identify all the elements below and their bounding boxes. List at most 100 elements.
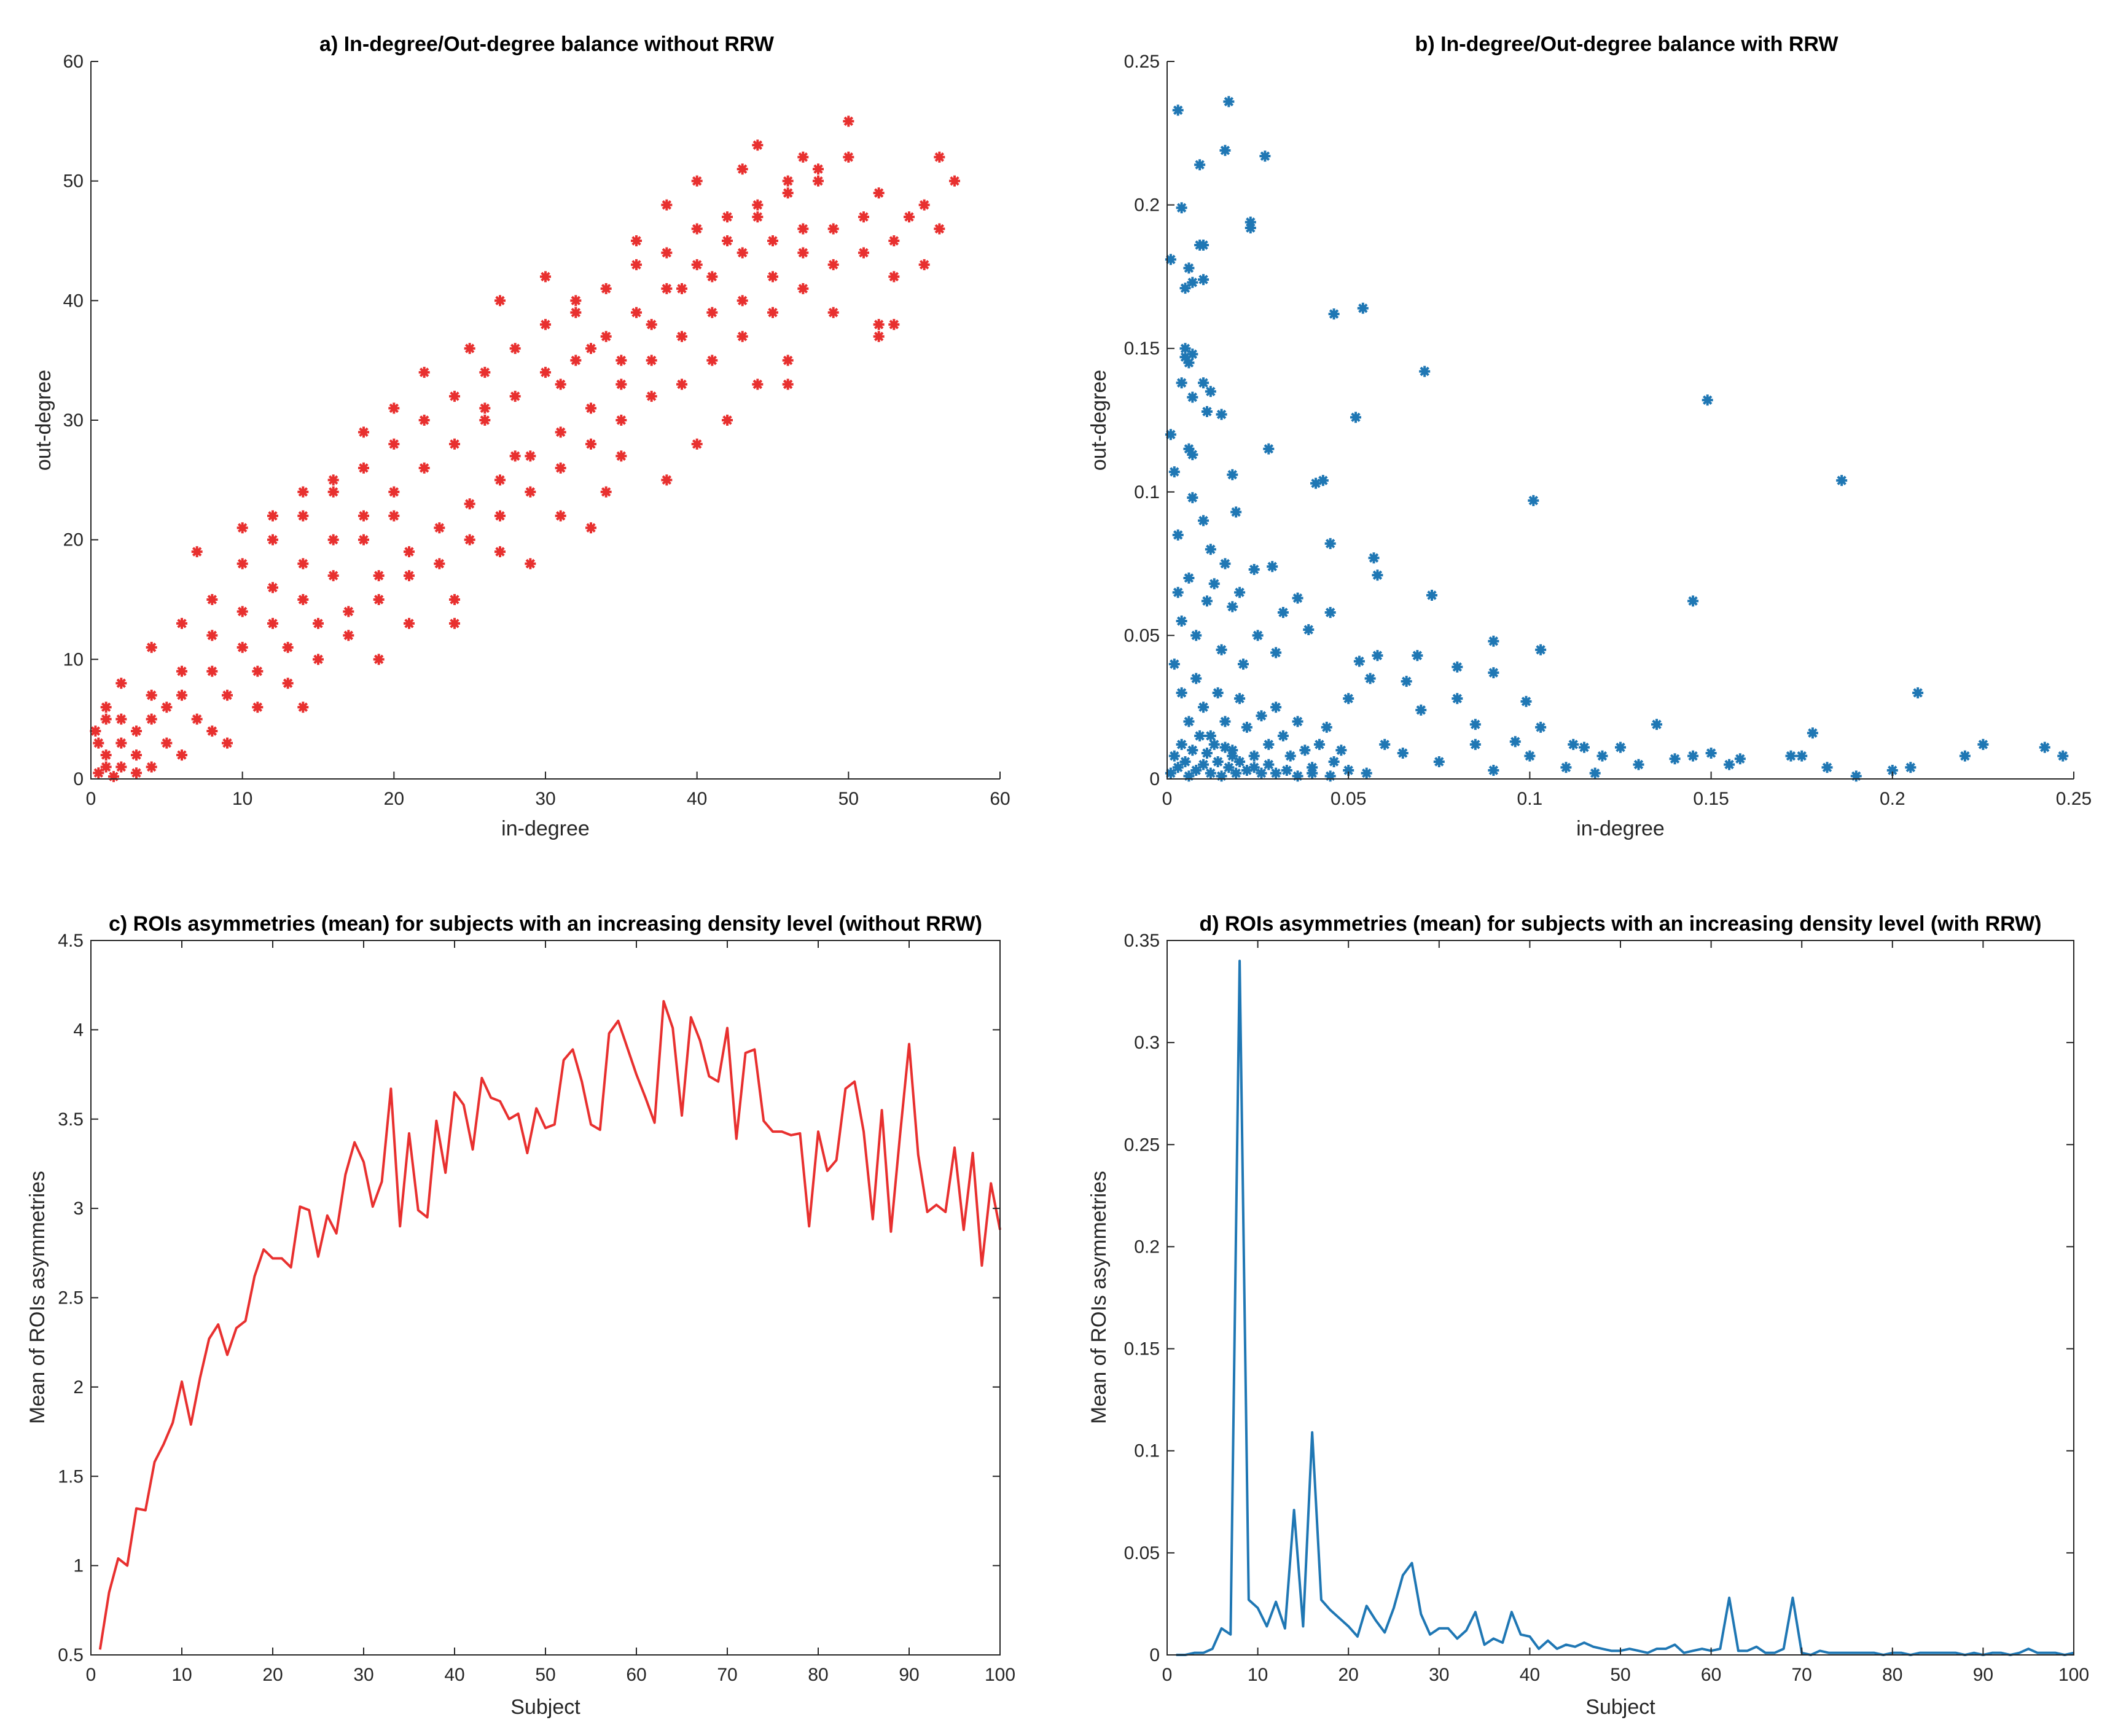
scatter-point (100, 713, 112, 725)
scatter-point (327, 474, 339, 486)
scatter-point (206, 665, 218, 677)
x-tick-label: 30 (1429, 1665, 1449, 1685)
y-tick-label: 0 (1149, 769, 1160, 789)
scatter-point (615, 415, 627, 426)
scatter-point (1277, 730, 1289, 741)
scatter-point (1198, 515, 1209, 526)
scatter-point (358, 510, 369, 522)
scatter-point (1836, 475, 1848, 487)
x-tick-label: 50 (535, 1665, 555, 1685)
scatter-point (843, 151, 854, 163)
scatter-point (373, 594, 385, 605)
scatter-point (706, 354, 718, 366)
scatter-point (888, 235, 900, 246)
scatter-point (115, 737, 127, 749)
y-tick-label: 0.1 (1134, 482, 1160, 502)
scatter-point (1216, 770, 1227, 782)
scatter-point (1248, 750, 1260, 762)
scatter-point (1372, 650, 1383, 662)
scatter-point (1187, 492, 1198, 504)
scatter-point (1165, 767, 1176, 779)
scatter-point (1187, 348, 1198, 360)
scatter-point (858, 211, 869, 223)
scatter-point (1734, 753, 1746, 765)
line-series (98, 999, 1001, 1650)
y-tick-label: 60 (63, 52, 84, 72)
scatter-point (585, 438, 596, 450)
scatter-point (1205, 386, 1216, 397)
scatter-point (1303, 624, 1315, 636)
scatter-point (767, 271, 778, 283)
scatter-point (1223, 96, 1235, 108)
y-axis: 0 0.05 0.1 0.15 0.2 0.25 (1124, 52, 1174, 789)
y-tick-label: 0.2 (1134, 1237, 1160, 1257)
scatter-point (1205, 767, 1216, 779)
scatter-point (1324, 770, 1336, 782)
y-tick-label: 0.5 (58, 1645, 84, 1665)
scatter-point (1216, 644, 1227, 655)
scatter-point (540, 367, 551, 378)
y-axis: 0.5 1 1.5 2 2.5 3 3.5 4 4.5 (58, 931, 1000, 1665)
scatter-point (888, 319, 900, 330)
scatter-point (404, 546, 415, 558)
scatter-point (918, 199, 930, 211)
scatter-point (1372, 569, 1383, 581)
scatter-point (1509, 736, 1521, 748)
scatter-point (252, 702, 264, 713)
scatter-point (1241, 764, 1252, 776)
x-tick-label: 0 (1162, 789, 1173, 809)
scatter-point (615, 354, 627, 366)
scatter-point (888, 271, 900, 283)
scatter-point (767, 307, 778, 318)
scatter-point (93, 737, 104, 749)
x-axis: 0 10 20 30 40 50 60 (86, 772, 1010, 809)
x-tick-label: 10 (232, 789, 252, 809)
series-line (98, 999, 1001, 1650)
scatter-point (1850, 770, 1862, 782)
scatter-point (434, 558, 445, 569)
scatter-point (661, 474, 673, 486)
scatter-point (1223, 762, 1235, 773)
scatter-point (297, 594, 309, 605)
scatter-point (343, 606, 354, 617)
scatter-point (1568, 738, 1579, 750)
scatter-point (313, 654, 324, 665)
scatter-point (1183, 572, 1195, 584)
scatter-point (479, 402, 491, 414)
x-tick-label: 0.05 (1331, 789, 1366, 809)
scatter-point (1212, 756, 1224, 767)
scatter-point (418, 462, 430, 474)
scatter-point (1187, 276, 1198, 288)
scatter-point (661, 199, 673, 211)
scatter-point (373, 654, 385, 665)
scatter-point (1270, 647, 1282, 659)
scatter-point (1321, 721, 1332, 733)
scatter-point (100, 702, 112, 713)
scatter-point (555, 378, 566, 390)
y-tick-label: 0 (1149, 1645, 1160, 1665)
scatter-point (1176, 738, 1187, 750)
scatter-point (1524, 750, 1536, 762)
scatter-point (176, 665, 187, 677)
scatter-point (752, 199, 764, 211)
scatter-point (388, 438, 400, 450)
scatter-point (1687, 750, 1699, 762)
scatter-point (934, 223, 945, 235)
scatter-point (1263, 738, 1275, 750)
scatter-point (494, 546, 506, 558)
scatter-point (494, 510, 506, 522)
scatter-point (1488, 764, 1499, 776)
scatter-point (1560, 762, 1572, 773)
scatter-point (434, 522, 445, 534)
scatter-point (449, 594, 460, 605)
scatter-point (282, 641, 294, 653)
scatter-point (1165, 254, 1176, 265)
scatter-point (1183, 262, 1195, 274)
scatter-point (585, 343, 596, 354)
scatter-point (236, 558, 248, 569)
scatter-point (1364, 673, 1376, 684)
x-tick-label: 100 (985, 1665, 1015, 1685)
scatter-point (236, 522, 248, 534)
line-series (1176, 960, 2074, 1656)
scatter-point (813, 163, 824, 175)
